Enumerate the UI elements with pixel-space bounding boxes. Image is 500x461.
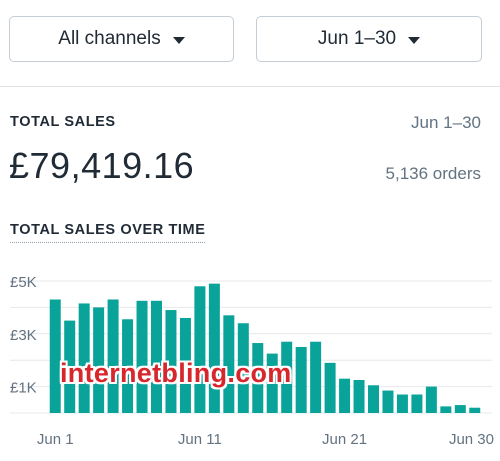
total-sales-heading: TOTAL SALES <box>10 114 116 130</box>
bar-jun-6[interactable] <box>122 319 134 413</box>
filter-bar: All channels Jun 1–30 <box>0 0 500 86</box>
bar-jun-11[interactable] <box>194 286 206 413</box>
sales-bar-chart: £5K £3K £1K Jun 1 Jun 11 Jun 21 Jun 30 <box>10 274 494 448</box>
date-range-select-label: Jun 1–30 <box>317 28 397 49</box>
watermark-text: internetbling.com <box>60 358 292 388</box>
orders-count: 5,136 orders <box>385 164 481 183</box>
bar-jun-5[interactable] <box>107 299 119 413</box>
bar-jun-26[interactable] <box>411 394 423 413</box>
divider <box>0 86 500 87</box>
bar-jun-19[interactable] <box>310 341 322 413</box>
bar-jun-13[interactable] <box>223 315 235 413</box>
bar-jun-29[interactable] <box>454 405 466 413</box>
bar-jun-4[interactable] <box>93 307 105 413</box>
bar-jun-23[interactable] <box>368 385 379 413</box>
total-sales-value: £79,419.16 <box>9 145 195 186</box>
channel-select-label: All channels <box>58 28 161 49</box>
caret-down-icon <box>172 36 185 44</box>
x-tick-label: Jun 1 <box>37 431 74 448</box>
x-tick-label: Jun 11 <box>178 431 222 448</box>
bar-jun-9[interactable] <box>165 310 177 413</box>
bar-jun-20[interactable] <box>324 362 336 413</box>
date-range-select-button[interactable]: Jun 1–30 <box>256 16 482 62</box>
channel-select-button[interactable]: All channels <box>9 16 234 62</box>
x-tick-label: Jun 30 <box>449 431 494 448</box>
caret-down-icon <box>408 36 421 44</box>
bar-jun-12[interactable] <box>208 283 220 413</box>
y-tick-label: £3K <box>10 327 37 344</box>
bar-jun-2[interactable] <box>64 320 76 413</box>
summary-date-range: Jun 1–30 <box>411 113 481 132</box>
bar-jun-7[interactable] <box>136 300 148 413</box>
sales-over-time-heading[interactable]: TOTAL SALES OVER TIME <box>10 222 206 243</box>
bar-jun-14[interactable] <box>237 323 249 413</box>
bar-jun-22[interactable] <box>353 380 365 413</box>
bar-jun-21[interactable] <box>339 378 351 413</box>
y-tick-label: £5K <box>10 274 37 291</box>
bar-jun-1[interactable] <box>49 299 61 413</box>
bar-jun-16[interactable] <box>266 353 278 413</box>
bar-jun-8[interactable] <box>151 300 162 413</box>
bar-jun-27[interactable] <box>425 386 437 413</box>
bar-jun-3[interactable] <box>78 303 90 413</box>
y-tick-label: £1K <box>10 380 37 397</box>
x-tick-label: Jun 21 <box>322 431 367 448</box>
bar-jun-18[interactable] <box>295 347 307 413</box>
bar-jun-15[interactable] <box>252 343 264 413</box>
bar-jun-25[interactable] <box>396 394 408 413</box>
bar-jun-17[interactable] <box>281 341 293 413</box>
bar-jun-28[interactable] <box>440 406 452 413</box>
bar-jun-24[interactable] <box>382 390 394 413</box>
bar-jun-10[interactable] <box>179 317 191 413</box>
bar-jun-30[interactable] <box>469 407 481 413</box>
